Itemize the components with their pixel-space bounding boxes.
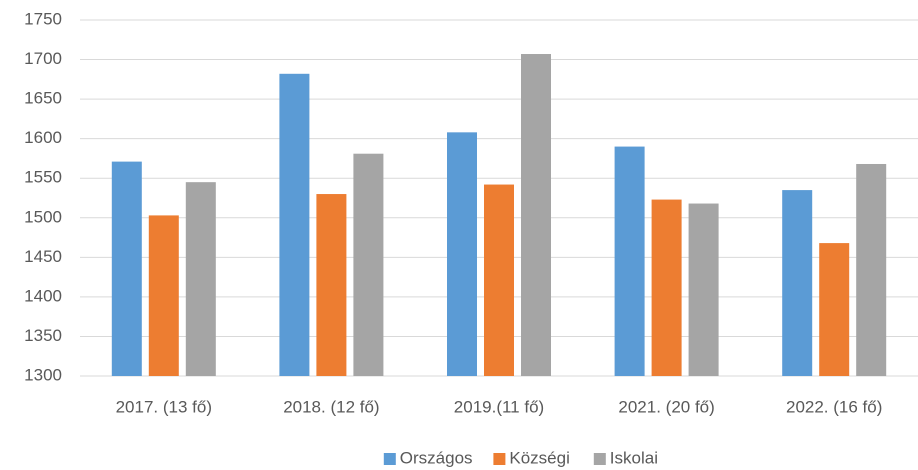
legend-swatch [593, 453, 606, 465]
y-tick-label: 1750 [24, 9, 62, 28]
y-tick-label: 1450 [24, 247, 62, 266]
bar [614, 146, 645, 376]
legend-label: Községi [509, 448, 569, 467]
legend-label: Iskolai [610, 448, 658, 467]
bar [447, 132, 477, 376]
y-tick-label: 1500 [24, 207, 62, 226]
legend-swatch [383, 453, 396, 465]
legend-label: Országos [400, 448, 473, 467]
bar [484, 184, 514, 376]
x-tick-label: 2022. (16 fő) [786, 397, 882, 416]
y-tick-label: 1600 [24, 128, 62, 147]
bar [856, 163, 887, 376]
x-tick-label: 2017. (13 fő) [116, 397, 212, 416]
y-tick-label: 1400 [24, 286, 62, 305]
bar [651, 199, 682, 376]
bar [353, 153, 384, 376]
bar [148, 215, 179, 376]
x-tick-label: 2021. (20 fő) [618, 397, 714, 416]
y-tick-label: 1650 [24, 89, 62, 108]
x-tick-label: 2018. (12 fő) [283, 397, 379, 416]
bar [521, 54, 551, 377]
bar [688, 203, 719, 376]
bar [185, 182, 216, 376]
bar [819, 243, 850, 376]
bar [316, 194, 347, 376]
legend-swatch [493, 453, 506, 465]
y-tick-label: 1700 [24, 49, 62, 68]
y-tick-label: 1300 [24, 365, 62, 384]
x-tick-label: 2019.(11 fő) [454, 397, 544, 416]
bar [279, 73, 310, 376]
bar [782, 190, 813, 376]
y-tick-label: 1350 [24, 326, 62, 345]
y-tick-label: 1550 [24, 168, 62, 187]
bar [111, 161, 142, 376]
